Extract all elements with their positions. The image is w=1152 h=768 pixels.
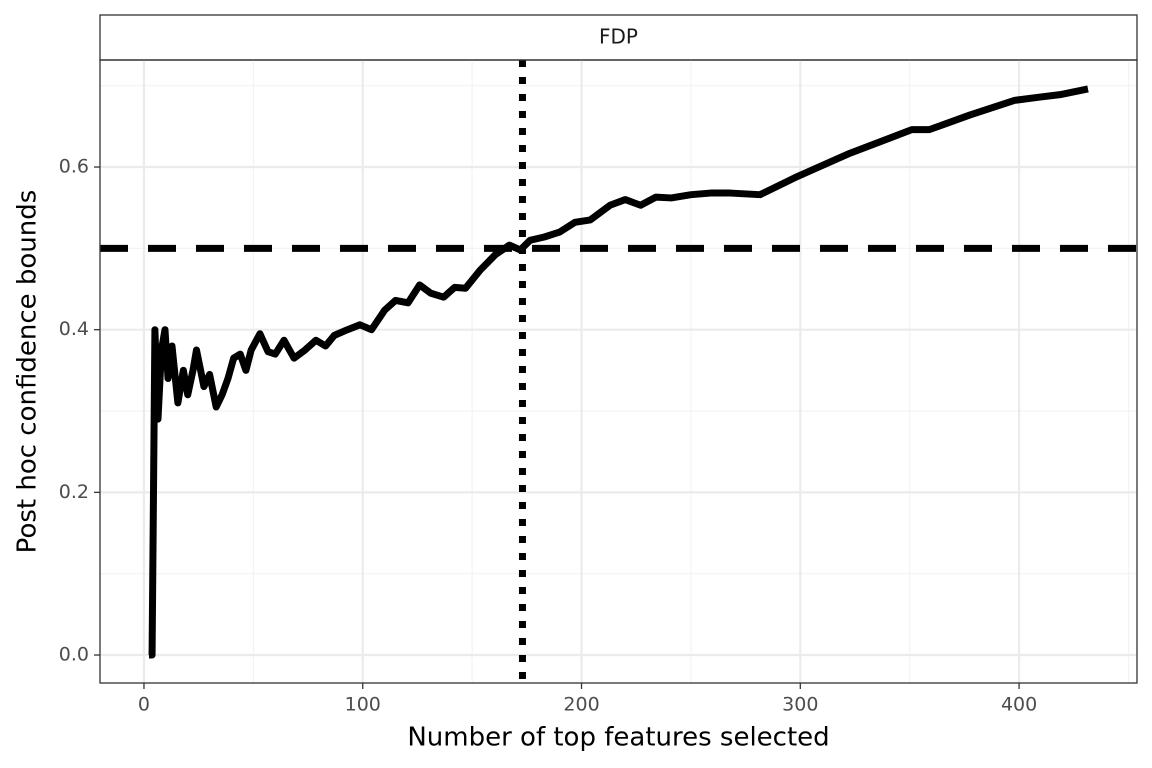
- facet-strip: [99, 14, 1138, 61]
- y-axis-title: Post hoc confidence bounds: [13, 190, 43, 554]
- grid: [100, 60, 1137, 683]
- y-tick-label: 0.4: [59, 318, 89, 340]
- axes: 0 100 200 300 400 0.0 0.2 0.4 0.6: [59, 156, 1037, 716]
- data-line: [148, 85, 1089, 659]
- x-tick-label: 300: [782, 694, 818, 716]
- plot-area: [100, 60, 1137, 683]
- x-tick-label: 400: [1001, 694, 1037, 716]
- x-tick-label: 100: [345, 694, 381, 716]
- x-axis-title: Number of top features selected: [407, 723, 829, 753]
- y-tick-label: 0.0: [59, 644, 89, 666]
- x-tick-label: 0: [138, 694, 150, 716]
- y-tick-label: 0.2: [59, 481, 89, 503]
- panel-border: [99, 59, 1138, 684]
- x-tick-label: 200: [563, 694, 599, 716]
- y-tick-label: 0.6: [59, 156, 89, 178]
- facet-label: FDP: [599, 25, 638, 49]
